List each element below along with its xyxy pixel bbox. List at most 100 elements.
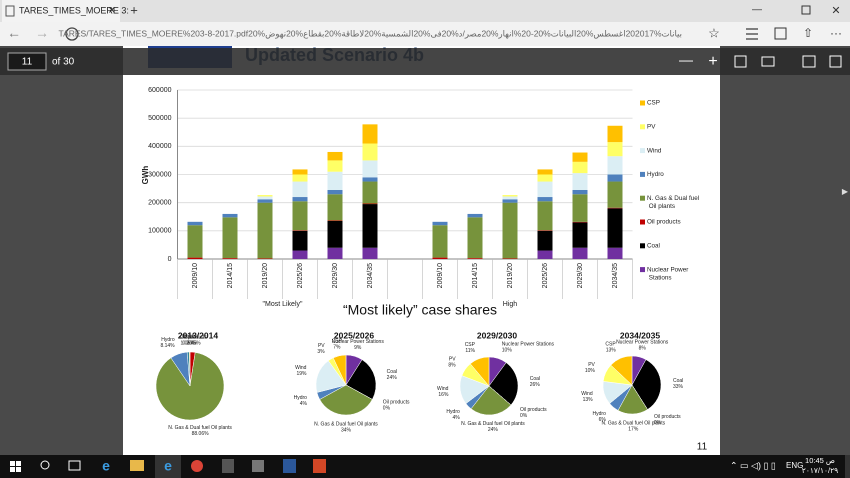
pie-slice bbox=[488, 362, 519, 406]
slice-name: Coal bbox=[673, 378, 683, 384]
slice-value-label: 0% bbox=[520, 413, 528, 419]
slice-name: N. Gas & Dual fuel Oil plants bbox=[314, 421, 378, 427]
page-input[interactable] bbox=[7, 52, 47, 71]
bar-segment bbox=[362, 177, 378, 182]
layout[interactable] bbox=[761, 56, 775, 67]
refresh[interactable] bbox=[65, 27, 79, 41]
bar-segment bbox=[292, 230, 308, 251]
legend-swatch bbox=[640, 267, 645, 273]
slice-name: Hydro bbox=[294, 395, 308, 401]
show-desktop[interactable] bbox=[845, 455, 850, 478]
bar-segment bbox=[572, 222, 588, 248]
bar-segment bbox=[222, 213, 238, 218]
slice-value-label: 8% bbox=[639, 346, 647, 352]
bar-segment bbox=[327, 189, 343, 195]
bar-segment bbox=[222, 258, 238, 259]
forward[interactable]: → bbox=[35, 25, 49, 41]
tab-bar bbox=[0, 0, 850, 22]
favorite[interactable]: ☆ bbox=[708, 25, 720, 40]
bar-segment bbox=[572, 221, 588, 223]
slice-name: Oil products bbox=[180, 334, 207, 340]
y-tick-label: 600000 bbox=[148, 87, 171, 94]
zoom-out[interactable]: — bbox=[679, 52, 693, 68]
tab-close[interactable]: ✕ bbox=[108, 6, 116, 17]
bar-chart: 0 100000 200000 300000 400000 500000 600000 200… bbox=[148, 87, 699, 308]
slice-value-label: 4% bbox=[300, 401, 308, 407]
slice-name: Wind bbox=[182, 334, 194, 340]
tray-icons[interactable]: ⌃ ▭ ◁) ▯ ▯ bbox=[730, 460, 776, 470]
nav-bar bbox=[0, 22, 850, 46]
bar-segment bbox=[537, 250, 553, 259]
slice-value-label: 4% bbox=[453, 415, 461, 421]
scroll-arrow[interactable]: ▶ bbox=[842, 187, 849, 196]
url[interactable]: TARES/TARES_TIMES_MOERE%203-8-2017.pdf20… bbox=[59, 28, 682, 39]
bar-segment bbox=[327, 194, 343, 221]
new-tab[interactable]: + bbox=[130, 2, 138, 17]
bar-segment bbox=[292, 181, 308, 198]
slice-name: N. Gas & Dual fuel Oil plants bbox=[601, 420, 665, 426]
hub[interactable] bbox=[746, 28, 758, 40]
bar-segment bbox=[257, 199, 273, 203]
bar-segment bbox=[327, 220, 343, 248]
bar-segment bbox=[362, 124, 378, 144]
share[interactable]: ⇧ bbox=[803, 26, 813, 40]
word-icon[interactable] bbox=[283, 459, 296, 473]
save[interactable] bbox=[829, 55, 842, 68]
slice-name: Nuclear Power Stations bbox=[502, 341, 555, 347]
calc-icon[interactable] bbox=[222, 459, 234, 473]
x-tick-label: 2009/10 bbox=[437, 263, 444, 288]
bar-segment bbox=[327, 160, 343, 172]
search[interactable] bbox=[40, 460, 50, 470]
bar-segment bbox=[572, 173, 588, 190]
legend-swatch bbox=[640, 100, 645, 106]
slice-name: Coal bbox=[530, 376, 540, 382]
slice-name: Nuclear Power Stations bbox=[616, 340, 669, 346]
bar-segment bbox=[572, 152, 588, 162]
chrome-icon[interactable] bbox=[191, 460, 203, 472]
explorer-icon[interactable] bbox=[130, 460, 144, 471]
pie-slice bbox=[332, 354, 347, 386]
slice-value-label: 10% bbox=[502, 347, 513, 353]
bar-segment bbox=[607, 156, 623, 175]
bar-segment bbox=[222, 217, 238, 259]
notes[interactable] bbox=[774, 27, 787, 40]
fit-page[interactable] bbox=[734, 55, 747, 68]
minimize[interactable]: — bbox=[752, 5, 762, 16]
language[interactable]: ENG bbox=[786, 461, 803, 470]
bar-segment bbox=[537, 201, 553, 231]
bar-segment bbox=[467, 213, 483, 218]
bar-segment bbox=[537, 230, 553, 251]
maximize[interactable] bbox=[801, 5, 811, 15]
x-tick-label: 2019/20 bbox=[262, 263, 269, 288]
store-icon[interactable] bbox=[252, 460, 264, 472]
pdf-toolbar bbox=[0, 48, 850, 75]
pie-slice bbox=[345, 359, 377, 400]
bar-segment bbox=[572, 189, 588, 195]
bar-segment bbox=[292, 169, 308, 175]
bar-segment bbox=[187, 221, 203, 226]
close[interactable]: ✕ bbox=[831, 5, 840, 17]
more[interactable]: ··· bbox=[830, 26, 842, 40]
bar-segment bbox=[467, 258, 483, 259]
start-button[interactable] bbox=[10, 461, 21, 472]
task-view[interactable] bbox=[68, 460, 81, 471]
slice-name: Coal bbox=[387, 369, 397, 375]
zoom-in[interactable]: + bbox=[708, 53, 717, 70]
bar-segment bbox=[292, 197, 308, 202]
slice-name: Nuclear Power Stations bbox=[332, 339, 385, 345]
slice-name: CSP bbox=[332, 338, 343, 344]
ppt-icon[interactable] bbox=[313, 459, 326, 473]
bar-segment bbox=[432, 225, 448, 258]
edge-icon[interactable]: e bbox=[164, 458, 172, 474]
legend-swatch bbox=[640, 243, 645, 249]
slice-value-label: 13% bbox=[583, 397, 594, 403]
ie-icon[interactable]: e bbox=[102, 458, 110, 474]
tab[interactable] bbox=[2, 0, 120, 22]
y-tick-label: 300000 bbox=[148, 171, 171, 178]
slice-value-label: 2.45% bbox=[186, 340, 201, 346]
print[interactable] bbox=[802, 55, 816, 68]
slice-value-label: 26% bbox=[530, 382, 541, 388]
back[interactable]: ← bbox=[7, 25, 21, 41]
slice-name: PV bbox=[449, 357, 456, 363]
